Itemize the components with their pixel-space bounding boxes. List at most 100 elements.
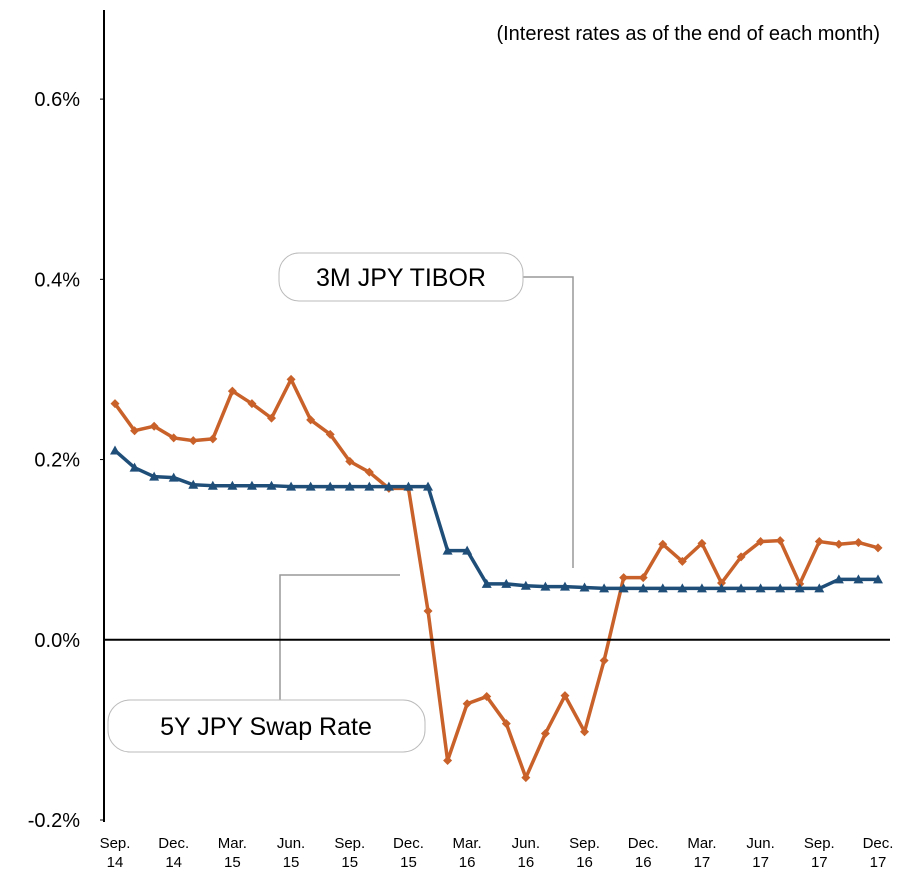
y-tick-label: 0.4%	[34, 269, 80, 291]
x-tick-label: Sep. 17	[803, 835, 835, 871]
x-tick-label: Dec. 14	[158, 835, 190, 871]
point-marker	[501, 719, 511, 729]
point-marker	[482, 692, 492, 702]
point-marker	[208, 434, 218, 444]
leader-line	[523, 276, 574, 568]
point-marker	[325, 481, 336, 491]
point-marker	[305, 481, 316, 491]
point-marker	[149, 471, 160, 481]
point-marker	[149, 421, 159, 431]
point-marker	[794, 583, 805, 593]
point-marker	[873, 574, 883, 584]
point-marker	[227, 480, 238, 490]
x-tick-label: Sep. 16	[569, 835, 600, 871]
point-marker	[110, 445, 120, 455]
point-marker	[677, 583, 688, 593]
callout-box	[278, 252, 524, 302]
x-tick-label: Sep. 15	[334, 835, 366, 871]
point-marker	[246, 480, 257, 490]
point-marker	[345, 456, 355, 466]
point-marker	[716, 583, 727, 593]
x-tick-label: Dec. 15	[393, 835, 424, 871]
point-marker	[696, 583, 707, 593]
point-marker	[756, 537, 766, 547]
point-marker	[873, 543, 883, 553]
point-marker	[716, 578, 726, 588]
x-tick-label: Dec. 17	[862, 835, 894, 871]
point-marker	[267, 413, 277, 423]
point-marker	[736, 583, 747, 593]
callout-box	[107, 699, 426, 753]
point-marker	[247, 399, 257, 409]
point-marker	[169, 433, 179, 443]
point-marker	[423, 481, 434, 491]
point-marker	[814, 583, 825, 593]
point-marker	[638, 583, 649, 593]
point-marker	[579, 582, 590, 592]
point-marker	[501, 578, 512, 588]
series-line	[113, 377, 879, 780]
y-tick-label: 0.2%	[34, 450, 80, 472]
point-marker	[853, 574, 864, 584]
point-marker	[618, 583, 629, 593]
x-tick-label: Jun. 15	[276, 835, 306, 871]
point-marker	[657, 583, 668, 593]
y-tick-label: 0.6%	[34, 89, 80, 111]
point-marker	[658, 539, 668, 549]
point-marker	[266, 480, 277, 490]
point-marker	[188, 479, 199, 489]
point-marker	[344, 481, 355, 491]
point-marker	[540, 728, 550, 738]
point-marker	[697, 538, 707, 548]
point-marker	[306, 415, 316, 425]
point-marker	[110, 399, 120, 409]
point-marker	[462, 699, 472, 709]
point-marker	[520, 580, 531, 590]
point-marker	[286, 374, 296, 384]
series-label: 3M JPY TIBOR	[316, 264, 486, 292]
point-marker	[130, 426, 140, 436]
series-line	[113, 449, 878, 591]
point-marker	[462, 545, 473, 555]
x-tick-label: Jun. 16	[511, 835, 541, 871]
point-marker	[364, 481, 375, 491]
point-marker	[560, 691, 570, 701]
point-marker	[833, 574, 844, 584]
point-marker	[559, 581, 570, 591]
point-marker	[521, 773, 531, 783]
point-marker	[853, 537, 863, 547]
point-marker	[286, 481, 297, 491]
y-tick-label: -0.2%	[28, 810, 80, 832]
point-marker	[364, 467, 374, 477]
point-marker	[599, 583, 610, 593]
point-marker	[775, 536, 785, 546]
chart-subtitle: (Interest rates as of the end of each mo…	[496, 23, 880, 45]
point-marker	[736, 552, 746, 562]
point-marker	[599, 656, 609, 666]
point-marker	[168, 472, 179, 482]
y-tick-label: 0.0%	[34, 630, 80, 652]
point-marker	[383, 481, 394, 491]
point-marker	[755, 583, 766, 593]
point-marker	[677, 556, 687, 566]
point-marker	[443, 756, 453, 766]
point-marker	[580, 727, 590, 737]
point-marker	[834, 539, 844, 549]
point-marker	[207, 480, 218, 490]
point-marker	[775, 583, 786, 593]
x-tick-label: Jun. 17	[746, 835, 775, 871]
x-tick-label: Mar. 16	[452, 835, 482, 871]
leader-line	[279, 574, 400, 700]
point-marker	[188, 436, 198, 446]
x-tick-label: Mar. 15	[217, 835, 247, 871]
x-tick-label: Mar. 17	[687, 835, 717, 871]
x-tick-label: Sep. 14	[99, 835, 131, 871]
point-marker	[423, 606, 433, 616]
point-marker	[227, 386, 237, 396]
point-marker	[814, 537, 824, 547]
series-label: 5Y JPY Swap Rate	[160, 713, 372, 741]
point-marker	[481, 578, 492, 588]
point-marker	[638, 573, 648, 583]
